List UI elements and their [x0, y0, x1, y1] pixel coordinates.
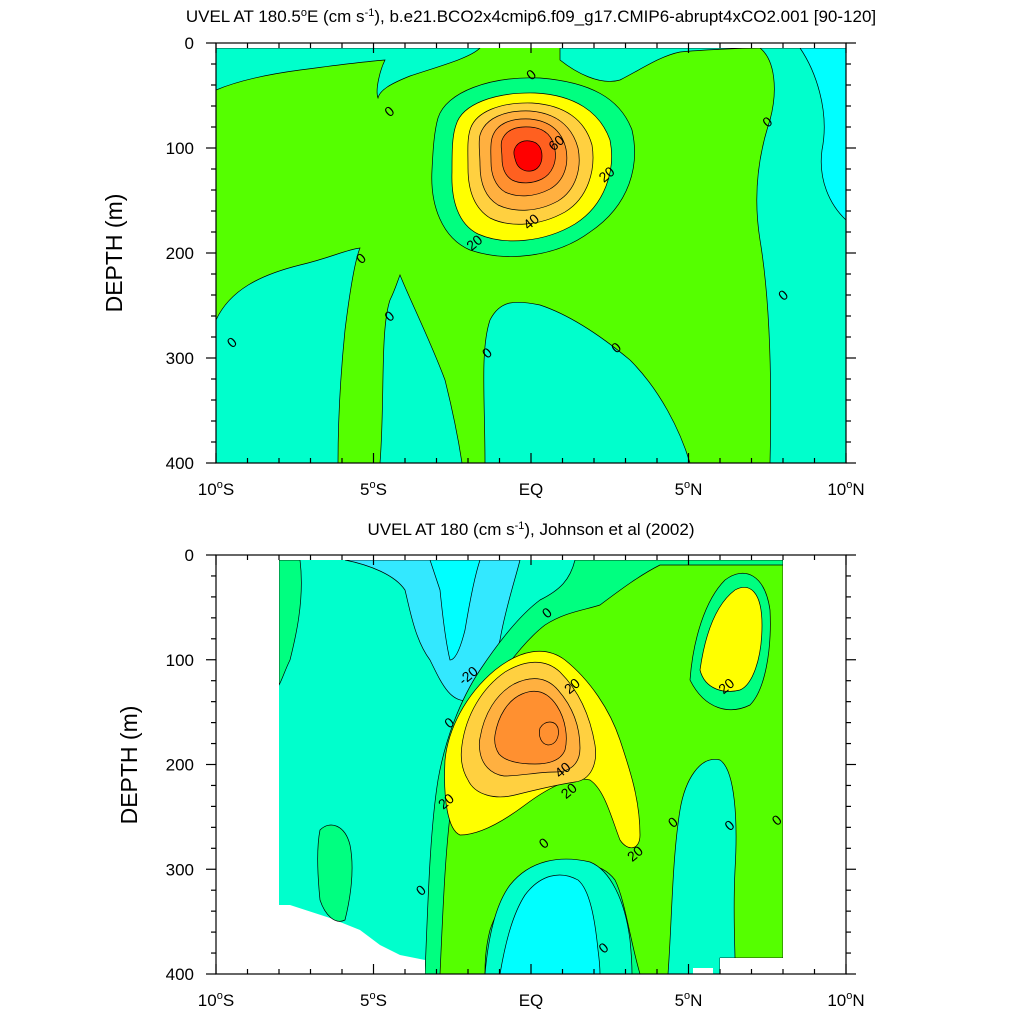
x-tick-label: 10oS [198, 479, 234, 499]
x-tick-label: 5oN [675, 990, 703, 1010]
ylabel-bottom: DEPTH (m) [116, 706, 142, 825]
band-neg-right-deep [667, 759, 737, 974]
band-neg-topright [559, 47, 761, 82]
band-pos-left-blob [317, 824, 353, 922]
ylabel-top: DEPTH (m) [101, 194, 127, 313]
panel-top: UVEL AT 180.5oE (cm s-1), b.e21.BCO2x4cm… [101, 7, 876, 499]
band-pos-left-strip [278, 559, 302, 687]
band-20-right [699, 587, 763, 692]
y-tick-label: 400 [166, 965, 194, 984]
y-tick-label: 0 [185, 546, 194, 565]
contour-field-top [216, 43, 846, 463]
y-tick-label: 0 [185, 34, 194, 53]
y-tick-label: 400 [166, 454, 194, 473]
axes-top: 10oS 5oS EQ 5oN 10oN 0 100 200 300 400 [166, 34, 865, 499]
panel-bottom-title: UVEL AT 180 (cm s-1), Johnson et al (200… [368, 520, 695, 539]
band-70-plus [513, 140, 543, 172]
y-tick-label: 200 [166, 756, 194, 775]
band-neg30-top [429, 559, 481, 661]
band-neg-center-deep [483, 301, 691, 463]
x-tick-label: 5oN [675, 479, 703, 499]
y-tick-label: 200 [166, 244, 194, 263]
axes-bottom: 10oS 5oS EQ 5oN 10oN 0 100 200 300 400 [166, 546, 865, 1010]
x-tick-label: 5oS [360, 479, 387, 499]
x-tick-label: 10oS [198, 990, 234, 1010]
x-tick-label: 10oN [827, 990, 864, 1010]
panel-bottom: UVEL AT 180 (cm s-1), Johnson et al (200… [116, 520, 865, 1010]
y-tick-label: 100 [166, 139, 194, 158]
band-neg-topleft [216, 47, 481, 100]
band-neg10-right [799, 47, 846, 221]
masked-bottom-right [693, 968, 713, 974]
masked-left [216, 555, 279, 974]
band-neg-left-deep [216, 247, 361, 463]
masked-right [783, 555, 846, 974]
band-neg20-top [344, 559, 521, 701]
x-tick-label: EQ [519, 991, 544, 1010]
band-neg-deep-b [499, 874, 601, 974]
contour-field-bottom [216, 555, 846, 974]
band-neg-mid-deep [379, 274, 463, 463]
band-core [539, 721, 559, 746]
y-tick-label: 100 [166, 651, 194, 670]
panel-top-title: UVEL AT 180.5oE (cm s-1), b.e21.BCO2x4cm… [186, 7, 876, 26]
x-tick-label: 10oN [827, 479, 864, 499]
x-tick-label: 5oS [360, 990, 387, 1010]
band-50-60 [494, 691, 567, 765]
x-tick-label: EQ [519, 480, 544, 499]
y-tick-label: 300 [166, 349, 194, 368]
y-tick-label: 300 [166, 860, 194, 879]
